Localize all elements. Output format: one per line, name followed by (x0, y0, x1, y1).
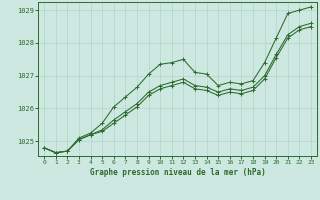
X-axis label: Graphe pression niveau de la mer (hPa): Graphe pression niveau de la mer (hPa) (90, 168, 266, 177)
